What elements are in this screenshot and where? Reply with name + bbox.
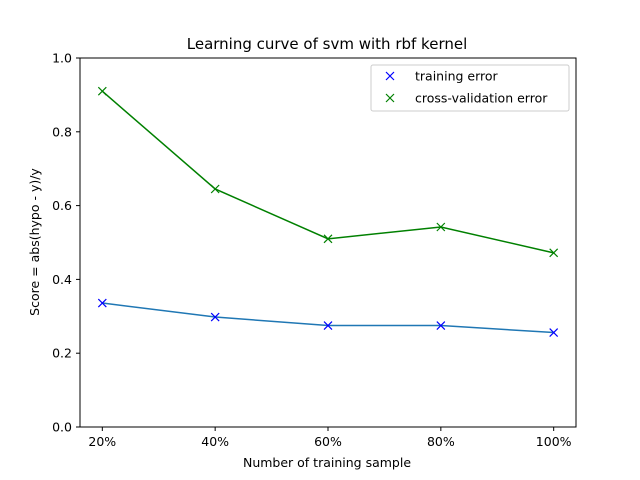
series-line-1 [101,90,554,254]
data-point-marker [549,328,559,337]
legend: training error cross-validation error [370,64,570,112]
plot-area: 20% 40% 60% 80% 100% 0.0 0.2 0.4 0.6 0.8 1.0 [52,51,577,449]
y-tick-label: 0.8 [52,124,72,139]
legend-label: training error [415,69,499,84]
y-axis-label: Score = abs(hypo - y)/y [27,168,42,316]
data-point-marker [210,312,220,322]
legend-marker [385,93,395,103]
x-tick-label: 60% [314,434,342,449]
x-tick-label: 20% [88,434,116,449]
legend-label: cross-validation error [415,91,548,106]
data-point-marker [210,184,220,194]
chart-title: Learning curve of svm with rbf kernel [187,35,468,53]
x-tick-label: 80% [427,434,455,449]
data-point-marker [323,234,333,244]
data-point-marker [436,321,446,330]
series-line-0 [102,302,554,334]
y-tick-label: 0.4 [52,272,72,287]
x-axis-label: Number of training sample [243,455,411,470]
data-point-marker [97,298,107,308]
y-tick-label: 0.0 [52,420,72,435]
x-tick-label: 40% [201,434,229,449]
y-tick-label: 0.2 [52,346,72,361]
legend-box [370,64,570,112]
data-point-marker [323,321,333,330]
y-tick-label: 0.6 [52,198,72,213]
x-tick-label: 100% [536,434,572,449]
data-point-marker [549,248,559,258]
y-tick-label: 1.0 [52,51,72,66]
data-point-marker [436,222,446,232]
legend-marker [385,71,395,81]
axes-frame [79,57,577,428]
data-point-marker [97,86,107,96]
